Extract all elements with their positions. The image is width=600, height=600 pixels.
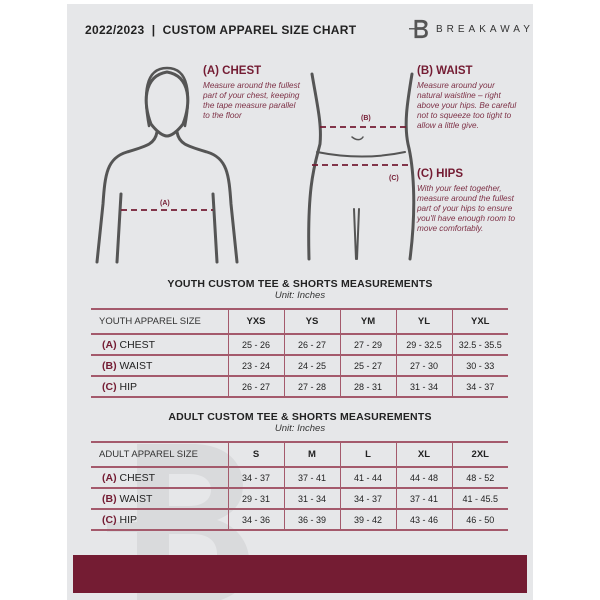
measurement-code: (B)	[102, 359, 117, 372]
measurement-label: (C) HIP	[91, 375, 228, 398]
table-cell: 24 - 25	[283, 354, 340, 377]
size-chart-panel: 2022/2023 | CUSTOM APPAREL SIZE CHART BR…	[67, 4, 533, 600]
adult-table-unit: Unit: Inches	[274, 423, 326, 434]
table-cell: 29 - 32.5	[395, 333, 452, 356]
table-header-row: YOUTH APPAREL SIZE YXS YS YM YL YXL	[91, 308, 508, 335]
size-header-label: ADULT APPAREL SIZE	[91, 441, 228, 468]
table-header-row: ADULT APPAREL SIZE S M L XL 2XL	[91, 441, 508, 468]
table-cell: 41 - 45.5	[451, 487, 508, 510]
measurement-name: CHEST	[119, 338, 156, 351]
size-header: YXS	[227, 308, 284, 335]
chest-instructions: Measure around the fullest part of your …	[203, 81, 300, 120]
measurement-name: CHEST	[119, 471, 156, 484]
measurement-label: (B) WAIST	[91, 487, 228, 510]
table-cell: 28 - 31	[339, 375, 396, 398]
hips-instructions: With your feet together, measure around …	[417, 184, 516, 233]
waist-instructions: Measure around your natural waistline – …	[417, 81, 517, 130]
hips-section: (C) HIPS With your feet together, measur…	[417, 168, 517, 234]
measurement-label: (A) CHEST	[91, 466, 228, 489]
table-row: (B) WAIST 23 - 24 24 - 25 25 - 27 27 - 30 30 …	[91, 354, 508, 377]
size-header-label: YOUTH APPAREL SIZE	[91, 308, 228, 335]
chest-title: (A) CHEST	[203, 65, 262, 77]
measurement-code: (A)	[102, 471, 117, 484]
size-header: 2XL	[451, 441, 508, 468]
table-cell: 41 - 44	[339, 466, 396, 489]
table-cell: 34 - 37	[451, 375, 508, 398]
adult-size-table: ADULT APPAREL SIZE S M L XL 2XL (A) CHEST 34 - …	[91, 441, 508, 531]
chest-marker: (A)	[160, 200, 170, 207]
table-cell: 32.5 - 35.5	[451, 333, 508, 356]
table-cell: 44 - 48	[395, 466, 452, 489]
measurement-name: HIP	[119, 513, 138, 526]
table-cell: 26 - 27	[283, 333, 340, 356]
waist-section: (B) WAIST Measure around your natural wa…	[417, 65, 517, 131]
table-cell: 29 - 31	[227, 487, 284, 510]
table-cell: 27 - 30	[395, 354, 452, 377]
measurement-label: (A) CHEST	[91, 333, 228, 356]
measurement-name: WAIST	[119, 359, 153, 372]
brand-name: BREAKAWAY	[436, 23, 533, 35]
measurement-label: (B) WAIST	[91, 354, 228, 377]
measurement-code: (A)	[102, 338, 117, 351]
table-cell: 36 - 39	[283, 508, 340, 531]
table-cell: 23 - 24	[227, 354, 284, 377]
table-row: (C) HIP 34 - 36 36 - 39 39 - 42 43 - 46 46 - …	[91, 508, 508, 531]
table-row: (A) CHEST 34 - 37 37 - 41 41 - 44 44 - 48 48 …	[91, 466, 508, 489]
table-cell: 34 - 37	[227, 466, 284, 489]
table-cell: 27 - 28	[283, 375, 340, 398]
table-cell: 43 - 46	[395, 508, 452, 531]
youth-table-heading: YOUTH CUSTOM TEE & SHORTS MEASUREMENTS U…	[67, 278, 533, 301]
footer-bar	[73, 555, 527, 593]
table-cell: 39 - 42	[339, 508, 396, 531]
size-header: YL	[395, 308, 452, 335]
table-cell: 34 - 36	[227, 508, 284, 531]
table-cell: 37 - 41	[283, 466, 340, 489]
table-cell: 34 - 37	[339, 487, 396, 510]
measurement-code: (C)	[102, 380, 117, 393]
hips-marker: (C)	[389, 175, 399, 182]
size-header: YXL	[451, 308, 508, 335]
size-header: XL	[395, 441, 452, 468]
youth-table-unit: Unit: Inches	[274, 290, 326, 301]
table-cell: 27 - 29	[339, 333, 396, 356]
lower-body-figure	[307, 72, 416, 261]
measurement-label: (C) HIP	[91, 508, 228, 531]
adult-table-title: ADULT CUSTOM TEE & SHORTS MEASUREMENTS	[168, 411, 432, 423]
measurement-code: (B)	[102, 492, 117, 505]
brand-logo-icon	[409, 19, 428, 39]
size-header: L	[339, 441, 396, 468]
youth-size-table: YOUTH APPAREL SIZE YXS YS YM YL YXL (A) CHEST 2…	[91, 308, 508, 398]
chest-section: (A) CHEST Measure around the fullest par…	[203, 65, 303, 121]
table-cell: 37 - 41	[395, 487, 452, 510]
table-cell: 31 - 34	[283, 487, 340, 510]
upper-body-figure	[95, 66, 239, 264]
table-cell: 25 - 26	[227, 333, 284, 356]
measurement-name: HIP	[119, 380, 138, 393]
size-header: YS	[283, 308, 340, 335]
table-cell: 46 - 50	[451, 508, 508, 531]
table-row: (A) CHEST 25 - 26 26 - 27 27 - 29 29 - 32.5 3…	[91, 333, 508, 356]
table-cell: 25 - 27	[339, 354, 396, 377]
adult-table-heading: ADULT CUSTOM TEE & SHORTS MEASUREMENTS U…	[67, 411, 533, 434]
size-header: S	[227, 441, 284, 468]
table-row: (C) HIP 26 - 27 27 - 28 28 - 31 31 - 34 34 - …	[91, 375, 508, 398]
size-header: YM	[339, 308, 396, 335]
table-row: (B) WAIST 29 - 31 31 - 34 34 - 37 37 - 41 41 …	[91, 487, 508, 510]
page-title: 2022/2023 | CUSTOM APPAREL SIZE CHART	[85, 23, 357, 37]
brand-logo: BREAKAWAY	[409, 16, 533, 42]
measurement-name: WAIST	[119, 492, 153, 505]
waist-title: (B) WAIST	[417, 65, 473, 77]
youth-table-title: YOUTH CUSTOM TEE & SHORTS MEASUREMENTS	[167, 278, 433, 290]
table-cell: 26 - 27	[227, 375, 284, 398]
measurement-code: (C)	[102, 513, 117, 526]
size-header: M	[283, 441, 340, 468]
table-cell: 48 - 52	[451, 466, 508, 489]
table-cell: 31 - 34	[395, 375, 452, 398]
table-cell: 30 - 33	[451, 354, 508, 377]
waist-marker: (B)	[361, 115, 371, 122]
hips-title: (C) HIPS	[417, 168, 463, 180]
body-illustrations: (A) (B) (C)	[95, 66, 416, 264]
